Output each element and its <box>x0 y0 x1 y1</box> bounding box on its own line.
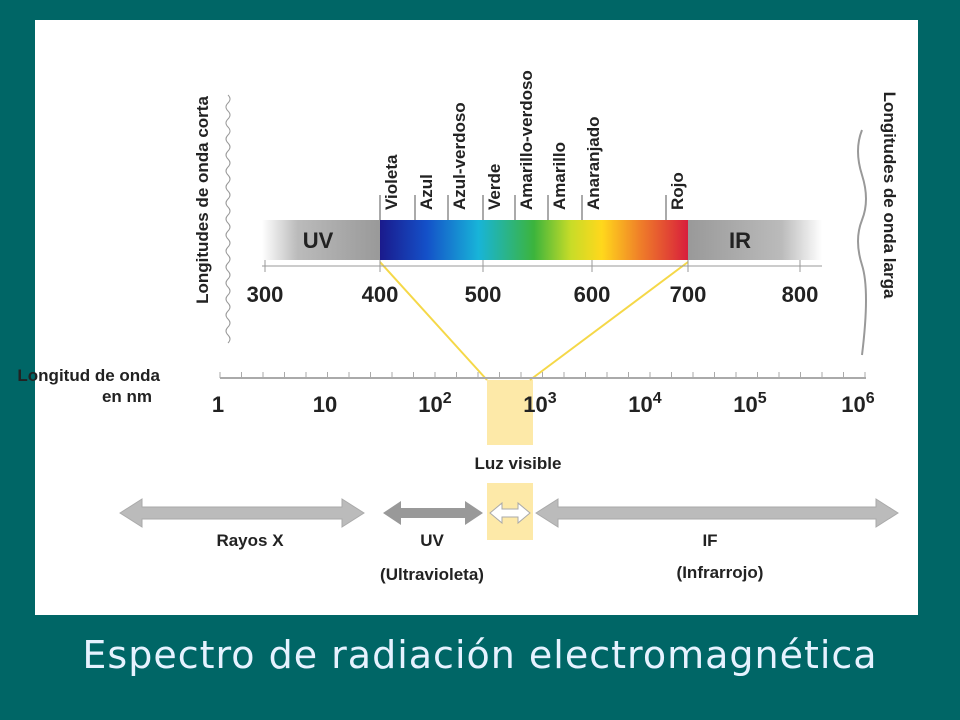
uv-label: UV <box>303 228 334 253</box>
tick-exponent: 2 <box>443 390 452 407</box>
tick-exponent: 4 <box>653 390 662 407</box>
tick-base: 10 <box>733 392 757 417</box>
uv-arrow <box>383 501 483 525</box>
log-tick-label: 102 <box>418 390 451 417</box>
short-waves: Longitudes de onda corta <box>193 96 212 304</box>
tick-base: 10 <box>418 392 442 417</box>
ir-label: IR <box>729 228 751 253</box>
tick-label: 500 <box>465 282 502 307</box>
ir-arrow <box>535 498 899 528</box>
log-tick-label: 1 <box>212 392 224 417</box>
color-label: Rojo <box>668 172 687 210</box>
color-label: Violeta <box>382 154 401 210</box>
tick-exponent: 5 <box>758 390 767 407</box>
log-tick-label: 104 <box>628 390 661 417</box>
tick-base: 1 <box>212 392 224 417</box>
tick-label: 700 <box>670 282 707 307</box>
long-waves: Longitudes de onda larga <box>880 92 899 299</box>
tick-base: 10 <box>841 392 865 417</box>
band-label: Rayos X <box>216 531 284 550</box>
xray-arrow <box>119 498 365 528</box>
visible-light-label: Luz visible <box>475 454 562 473</box>
visible-highlight <box>487 380 533 445</box>
tick-base: 10 <box>628 392 652 417</box>
band-sublabel: (Ultravioleta) <box>380 565 484 584</box>
band-label: UV <box>420 531 444 550</box>
caption: Espectro de radiación electromagnética <box>82 633 877 677</box>
zoom-line <box>529 261 689 381</box>
color-label: Amarillo-verdoso <box>517 70 536 210</box>
tick-exponent: 6 <box>866 390 875 407</box>
log-tick-label: 106 <box>841 390 874 417</box>
uv-bar <box>262 220 380 260</box>
log-tick-label: 103 <box>523 390 556 417</box>
log-tick-label: 10 <box>313 392 337 417</box>
tick-label: 600 <box>574 282 611 307</box>
tick-label: 800 <box>782 282 819 307</box>
log-tick-label: 105 <box>733 390 766 417</box>
visible-arrow <box>489 501 531 525</box>
color-label: Azul <box>417 174 436 210</box>
tick-base: 10 <box>523 392 547 417</box>
tick-base: 10 <box>313 392 337 417</box>
color-label: Amarillo <box>550 142 569 210</box>
zoom-line <box>379 261 488 381</box>
color-label: Verde <box>485 164 504 210</box>
tick-label: 400 <box>362 282 399 307</box>
visible-bar <box>380 220 688 260</box>
axis-label: en nm <box>102 387 152 406</box>
band-label: IF <box>702 531 717 550</box>
wave <box>225 94 231 344</box>
tick-exponent: 3 <box>548 390 557 407</box>
tick-label: 300 <box>247 282 284 307</box>
color-label: Azul-verdoso <box>450 102 469 210</box>
wave <box>857 129 867 356</box>
color-label: Anaranjado <box>584 116 603 210</box>
axis-label: Longitud de onda <box>17 366 160 385</box>
band-sublabel: (Infrarrojo) <box>677 563 764 582</box>
panel <box>35 20 918 615</box>
ir-bar <box>688 220 822 260</box>
